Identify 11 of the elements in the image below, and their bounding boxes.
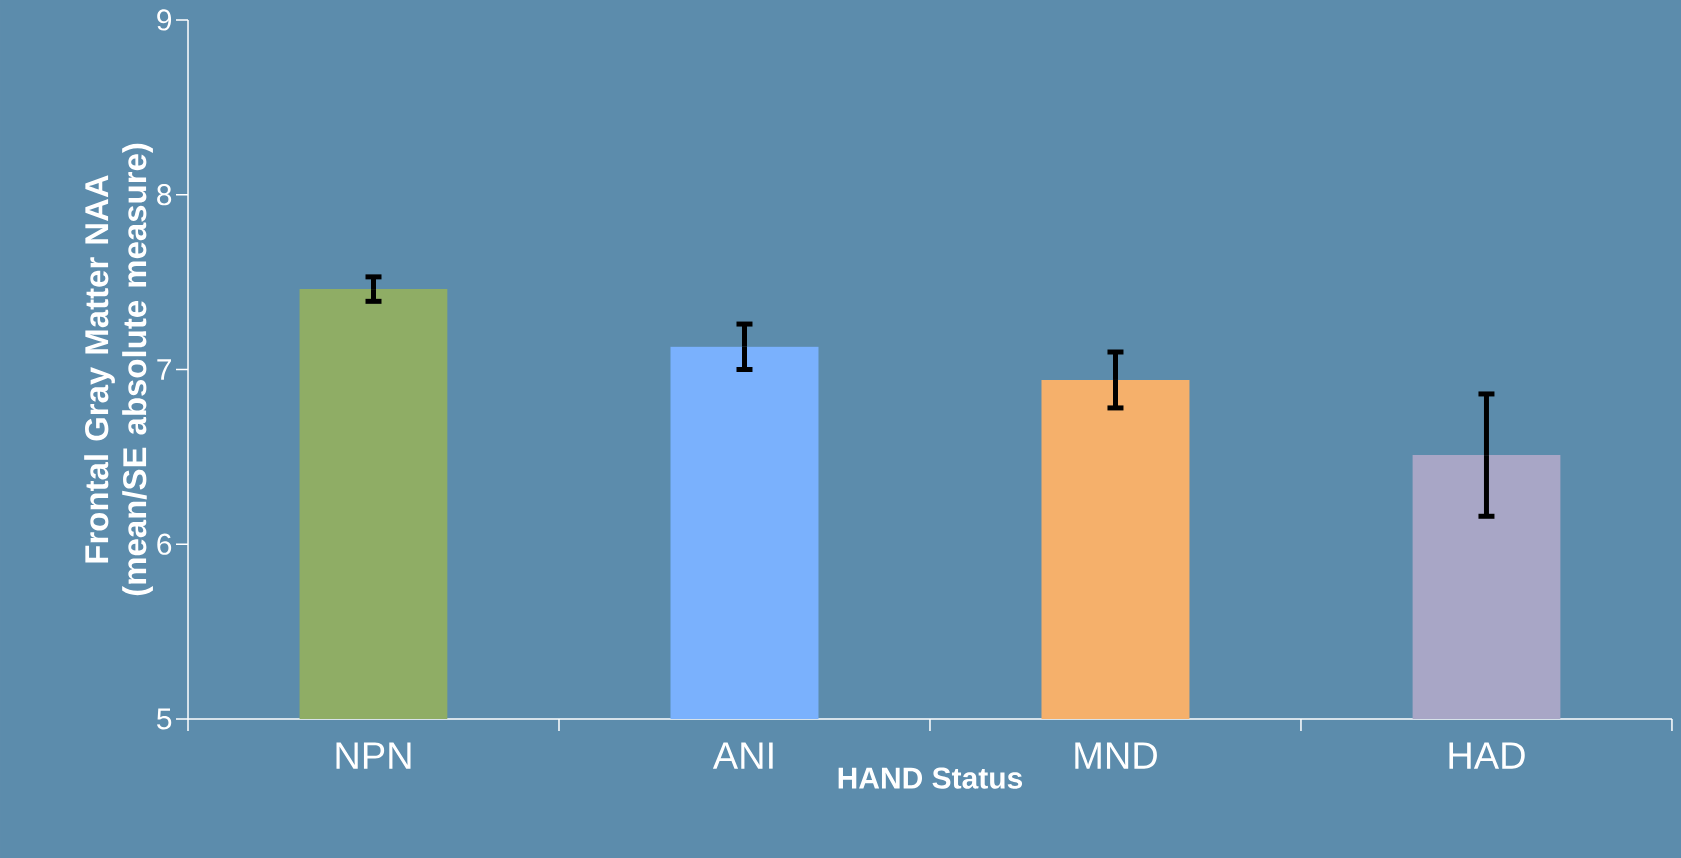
- y-tick-label: 5: [157, 708, 172, 730]
- y-tick-label: 9: [157, 9, 172, 31]
- x-tick-label: HAD: [1449, 742, 1525, 769]
- x-axis-title: HAND Status: [838, 767, 1023, 789]
- x-tick-label: ANI: [712, 742, 773, 769]
- y-axis-title: Frontal Gray Matter NAA (mean/SE absolute measure): [84, 143, 153, 596]
- x-tick-label: MND: [1075, 742, 1157, 769]
- y-tick-label: 8: [157, 184, 172, 206]
- y-tick-label: 6: [157, 533, 172, 555]
- x-tick-label: NPN: [336, 742, 411, 769]
- y-tick-label: 7: [157, 359, 171, 380]
